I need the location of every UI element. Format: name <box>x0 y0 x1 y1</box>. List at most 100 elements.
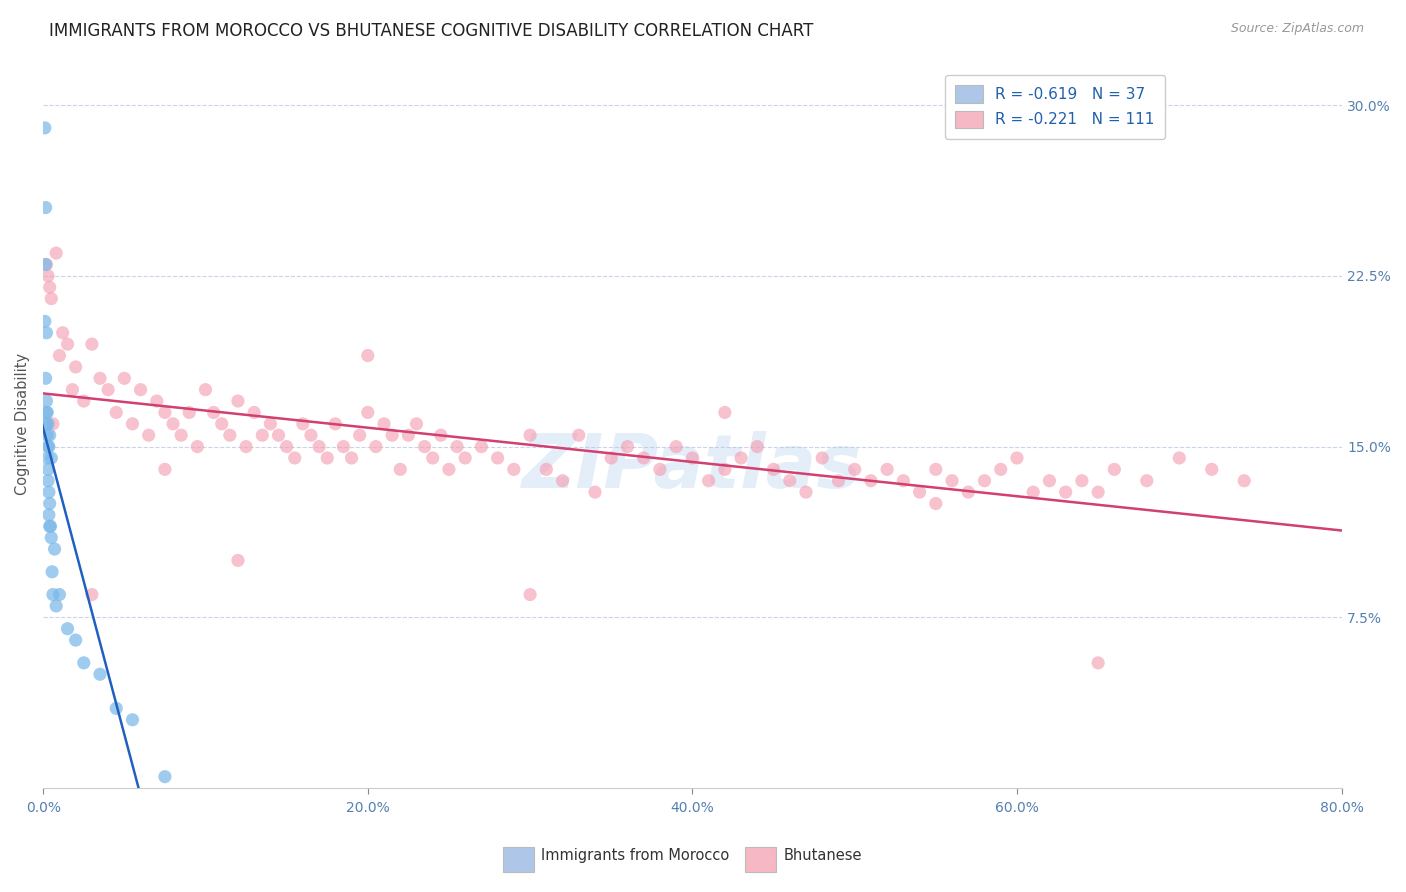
Point <box>519 588 541 602</box>
Point <box>730 450 752 465</box>
Point <box>551 474 574 488</box>
Point <box>45 246 67 260</box>
Point <box>1233 474 1256 488</box>
Point <box>89 371 111 385</box>
Point <box>162 417 184 431</box>
Point <box>844 462 866 476</box>
Point <box>1054 485 1077 500</box>
Point <box>389 462 412 476</box>
Point <box>893 474 915 488</box>
Point <box>681 450 703 465</box>
Point <box>323 417 346 431</box>
Point <box>252 428 274 442</box>
Point <box>811 450 834 465</box>
Point <box>990 462 1012 476</box>
Text: Source: ZipAtlas.com: Source: ZipAtlas.com <box>1230 22 1364 36</box>
Point <box>762 462 785 476</box>
Point <box>211 417 233 431</box>
Point <box>38 485 60 500</box>
Point <box>129 383 152 397</box>
Point <box>1168 450 1191 465</box>
Point <box>349 428 371 442</box>
Point <box>714 405 737 419</box>
Point <box>502 462 524 476</box>
Point <box>908 485 931 500</box>
Point <box>39 519 62 533</box>
Point <box>34 371 56 385</box>
Point <box>42 588 65 602</box>
Point <box>65 633 87 648</box>
Point <box>56 337 79 351</box>
Point <box>39 450 62 465</box>
Point <box>42 417 65 431</box>
Point <box>243 405 266 419</box>
Point <box>34 258 56 272</box>
Point <box>876 462 898 476</box>
Point <box>38 428 60 442</box>
Point <box>413 440 436 454</box>
Point <box>794 485 817 500</box>
Point <box>73 394 96 409</box>
Point <box>235 440 257 454</box>
Point <box>616 440 638 454</box>
Point <box>65 359 87 374</box>
Point <box>648 462 671 476</box>
Point <box>80 337 103 351</box>
Point <box>170 428 193 442</box>
Text: ZIPatlas: ZIPatlas <box>523 431 862 504</box>
Point <box>396 428 419 442</box>
Point <box>34 120 56 135</box>
Point <box>714 462 737 476</box>
Point <box>340 450 363 465</box>
Point <box>437 462 460 476</box>
Point <box>35 258 58 272</box>
Point <box>747 440 769 454</box>
Point <box>138 428 160 442</box>
Point <box>73 656 96 670</box>
Point <box>121 417 143 431</box>
Point <box>364 440 387 454</box>
Point <box>153 405 176 419</box>
Point <box>470 440 492 454</box>
Point <box>357 349 380 363</box>
Text: IMMIGRANTS FROM MOROCCO VS BHUTANESE COGNITIVE DISABILITY CORRELATION CHART: IMMIGRANTS FROM MOROCCO VS BHUTANESE COG… <box>49 22 814 40</box>
Point <box>37 405 59 419</box>
Point <box>45 599 67 613</box>
Point <box>925 462 948 476</box>
Point <box>37 450 59 465</box>
Point <box>34 201 56 215</box>
Point <box>276 440 298 454</box>
Point <box>454 450 477 465</box>
Point <box>973 474 995 488</box>
Point <box>37 417 59 431</box>
Point <box>52 326 75 340</box>
Point <box>38 519 60 533</box>
Point <box>80 588 103 602</box>
Point <box>308 440 330 454</box>
Point <box>1087 485 1109 500</box>
Point <box>153 462 176 476</box>
Point <box>422 450 444 465</box>
Point <box>697 474 720 488</box>
Point <box>35 417 58 431</box>
Point <box>39 531 62 545</box>
Point <box>60 383 83 397</box>
Point <box>519 428 541 442</box>
Point <box>486 450 509 465</box>
Point <box>56 622 79 636</box>
Point <box>1104 462 1126 476</box>
Point <box>1038 474 1060 488</box>
Point <box>633 450 655 465</box>
Point <box>1201 462 1223 476</box>
Point <box>44 542 66 557</box>
Point <box>34 314 56 328</box>
Point <box>779 474 801 488</box>
Point <box>37 440 59 454</box>
Point <box>316 450 339 465</box>
Point <box>600 450 623 465</box>
Point <box>430 428 453 442</box>
Point <box>37 428 59 442</box>
Point <box>202 405 225 419</box>
Point <box>89 667 111 681</box>
Point <box>41 565 63 579</box>
